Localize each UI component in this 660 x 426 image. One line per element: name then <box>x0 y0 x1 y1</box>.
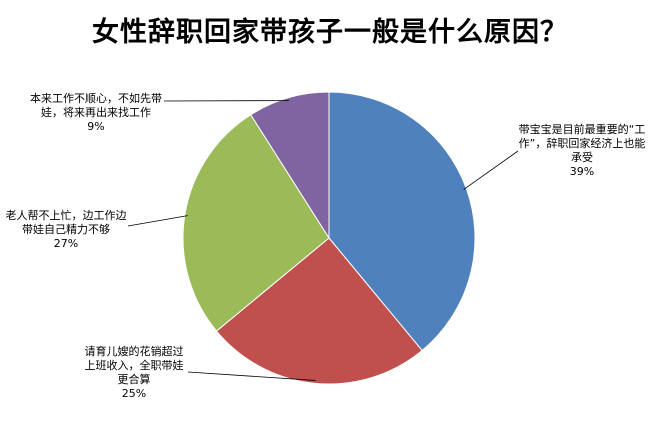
data-label-percent: 9% <box>87 120 105 133</box>
data-label-baby-care: 带宝宝是目前最重要的“工作”，辞职回家经济上也能承受 39% <box>518 123 646 179</box>
pie-slice-elders-cannot-help <box>182 114 330 332</box>
data-label-text: 请育儿嫂的花销超过上班收入，全职带娃更合算 <box>84 345 184 386</box>
leader-line-elders-cannot-help <box>127 215 188 227</box>
data-label-text: 老人帮不上忙，边工作边带娃自己精力不够 <box>5 209 127 236</box>
chart-title: 女性辞职回家带孩子一般是什么原因？ <box>92 17 568 48</box>
data-label-job-unhappy: 本来工作不顺心，不如先带娃，将来再出来找工作 9% <box>30 92 162 134</box>
pie-slice-job-unhappy <box>250 91 330 240</box>
data-label-percent: 27% <box>53 237 79 250</box>
data-label-percent: 25% <box>121 387 147 400</box>
data-label-elders-cannot-help: 老人帮不上忙，边工作边带娃自己精力不够 27% <box>4 209 128 251</box>
pie-slice-baby-care <box>328 91 476 352</box>
data-label-percent: 39% <box>569 165 595 178</box>
data-label-nanny-cost: 请育儿嫂的花销超过上班收入，全职带娃更合算 25% <box>80 345 188 401</box>
leader-line-nanny-cost <box>187 371 316 381</box>
data-label-text: 带宝宝是目前最重要的“工作”，辞职回家经济上也能承受 <box>518 123 646 164</box>
data-label-text: 本来工作不顺心，不如先带娃，将来再出来找工作 <box>30 92 162 119</box>
pie-slice-nanny-cost <box>215 237 423 385</box>
leader-line-baby-care <box>463 150 519 190</box>
